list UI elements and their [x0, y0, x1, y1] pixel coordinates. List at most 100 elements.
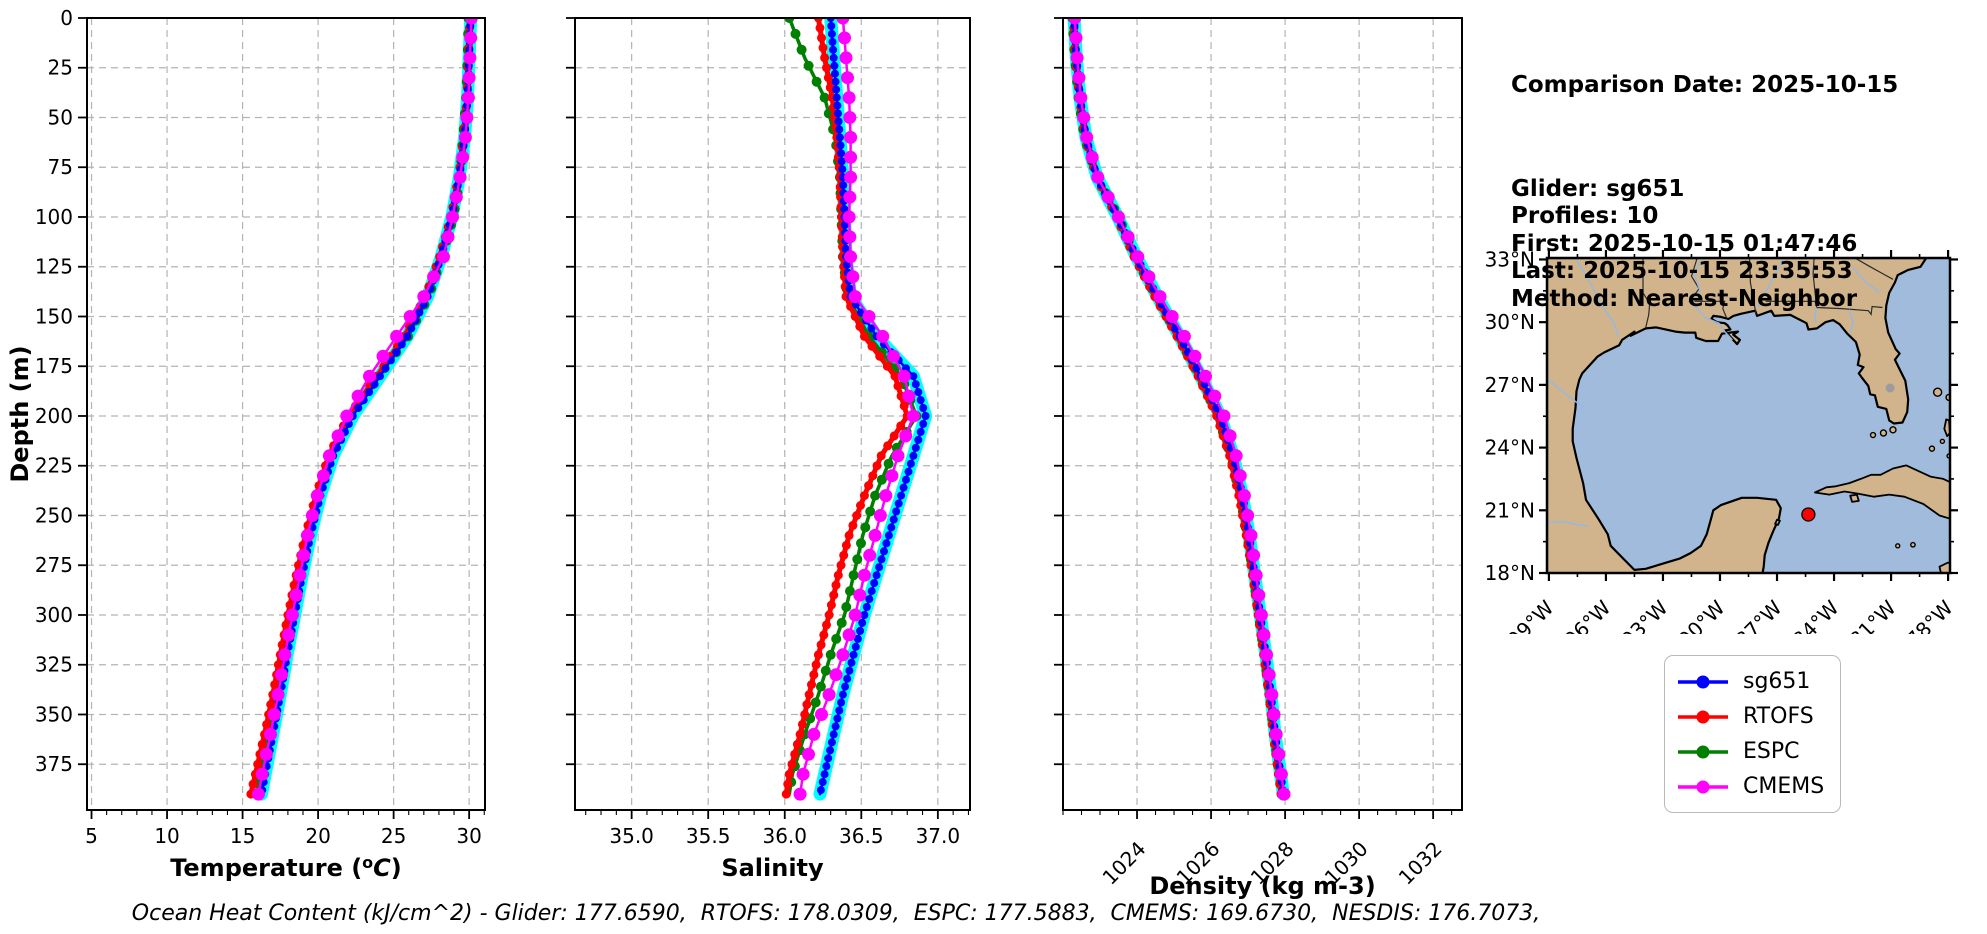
legend-label: RTOFS [1743, 704, 1814, 729]
y-tick-label: 300 [35, 603, 73, 627]
glider-envelope [255, 17, 478, 801]
island [1774, 518, 1781, 526]
y-tick-label: 250 [35, 503, 73, 527]
map-lat-label: 18°N [1485, 561, 1535, 585]
info-line: Glider: sg651 [1511, 175, 1685, 202]
islet [1939, 438, 1946, 445]
islet [1895, 543, 1901, 549]
map-lat-label: 24°N [1485, 436, 1535, 460]
state-border [1748, 258, 1757, 316]
map-lon-label: 78°W [1902, 595, 1958, 634]
y-axis-label: Depth (m) [6, 345, 34, 482]
legend: sg651 RTOFS ESPC CMEMS [1664, 655, 1842, 813]
y-tick-label: 175 [35, 354, 73, 378]
y-tick-label: 275 [35, 553, 73, 577]
glider-info-lines: Glider: sg651 Profiles: 10 First: 2025-10-… [1511, 176, 1898, 314]
x-axis-label: Temperature (oC) [170, 853, 402, 882]
y-tick-label: 50 [48, 105, 73, 129]
x-tick-label: 20 [305, 824, 330, 848]
chart-1: 35.0 35.5 36.0 36.5 37.0 Salinity [566, 17, 971, 882]
river [1574, 258, 1620, 338]
state-border [1812, 258, 1817, 302]
map-lon-label: 96°W [1559, 595, 1615, 634]
x-tick-label: 1024 [1098, 837, 1151, 890]
legend-line-marker-icon [1678, 745, 1728, 758]
river [1758, 258, 1785, 308]
x-tick-label: 5 [85, 824, 98, 848]
legend-line-marker-icon [1678, 710, 1728, 723]
x-tick-label: 25 [381, 824, 406, 848]
x-tick-label: 10 [154, 824, 179, 848]
y-tick-label: 100 [35, 205, 73, 229]
legend-label: ESPC [1743, 739, 1800, 764]
legend-label: CMEMS [1743, 774, 1825, 799]
y-tick-label: 150 [35, 304, 73, 328]
river [1547, 378, 1585, 408]
series-CMEMS [793, 17, 920, 801]
y-tick-label: 325 [35, 653, 73, 677]
series-sg651 [1070, 17, 1287, 796]
state-border [1854, 258, 1894, 280]
map-lon-label: 84°W [1788, 595, 1844, 634]
legend-item-RTOFS: RTOFS [1677, 699, 1824, 734]
river [1547, 521, 1589, 527]
map-lat-label: 27°N [1485, 373, 1535, 397]
islet [1932, 387, 1943, 397]
comparison-date-text: Comparison Date: 2025-10-15 [1511, 72, 1899, 98]
map-lat-label: 21°N [1485, 498, 1535, 522]
gulf-of-mexico-map: 33°N 30°N 27°N 24°N 21°N 18°N 99°W 96°W 93°W 90°W… [1485, 247, 1958, 634]
y-tick-label: 350 [35, 702, 73, 726]
comparison-info-block: Comparison Date: 2025-10-15 Glider: sg65… [1511, 17, 1898, 341]
info-line: Profiles: 10 [1511, 203, 1659, 229]
lake [1885, 383, 1895, 393]
x-tick-label: 15 [230, 824, 255, 848]
state-border [1688, 258, 1728, 319]
glider-envelope [1067, 17, 1290, 801]
map-lat-label: 33°N [1485, 247, 1535, 271]
x-tick-label: 30 [456, 824, 481, 848]
legend-item-sg651: sg651 [1677, 664, 1824, 699]
state-border [1765, 300, 1883, 316]
legend-item-ESPC: ESPC [1677, 734, 1824, 769]
y-tick-label: 0 [60, 6, 73, 30]
legend-line-marker-icon [1678, 780, 1728, 793]
map-lon-label: 93°W [1616, 595, 1672, 634]
map-lon-label: 81°W [1845, 595, 1901, 634]
legend-line-marker-icon [1678, 675, 1728, 688]
info-line: First: 2025-10-15 01:47:46 [1511, 230, 1858, 257]
island [1938, 561, 1950, 573]
x-tick-label: 35.5 [686, 824, 731, 848]
chart-0: 5 10 15 20 25 3002550751001251501752002252502… [6, 6, 486, 882]
x-tick-label: 1032 [1394, 837, 1447, 890]
series-sg651 [816, 17, 930, 796]
series-ESPC [1067, 17, 1286, 796]
islet [1869, 431, 1877, 439]
y-tick-label: 375 [35, 752, 73, 776]
series-CMEMS [1068, 17, 1291, 801]
islet [1879, 429, 1888, 437]
series-RTOFS [781, 17, 912, 799]
legend-item-CMEMS: CMEMS [1677, 769, 1824, 804]
info-line: Method: Nearest-Neighbor [1511, 285, 1858, 312]
x-axis-label: Density (kg m-3) [1149, 872, 1375, 900]
river [1852, 267, 1881, 294]
y-tick-label: 125 [35, 255, 73, 279]
river [1848, 309, 1854, 333]
y-tick-label: 25 [48, 56, 73, 80]
islet [1910, 541, 1916, 548]
island [1849, 493, 1860, 503]
x-tick-label: 37.0 [916, 824, 961, 848]
river [1691, 258, 1733, 341]
map-lon-label: 87°W [1731, 595, 1787, 634]
y-tick-label: 75 [48, 155, 73, 179]
river [1814, 307, 1817, 324]
info-line: Last: 2025-10-15 23:35:53 [1511, 258, 1853, 284]
x-tick-label: 35.0 [609, 824, 654, 848]
islet [1928, 445, 1936, 452]
glider-location-marker [1801, 507, 1816, 522]
x-tick-label: 36.0 [762, 824, 807, 848]
map-lon-label: 90°W [1673, 595, 1729, 634]
